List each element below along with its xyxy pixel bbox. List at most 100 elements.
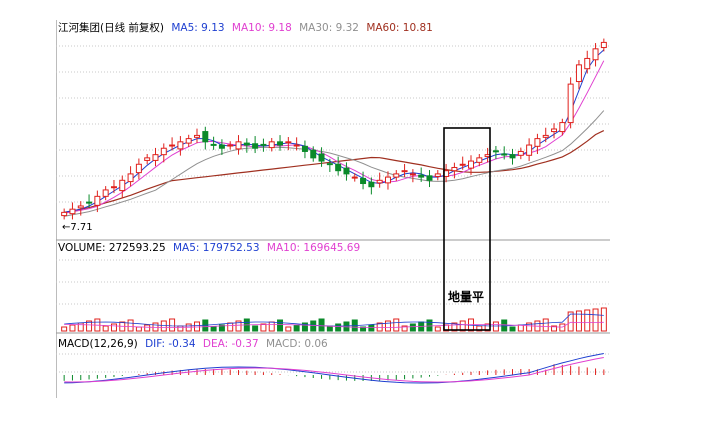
annotation-box	[443, 127, 491, 331]
volume-panel-header: VOLUME: 272593.25 MA5: 179752.53 MA10: 1…	[58, 242, 364, 254]
candle-body	[227, 144, 234, 147]
volume-bar	[268, 321, 275, 332]
volume-bar	[600, 307, 607, 332]
candle-body	[501, 153, 508, 156]
ma10-label: MA10: 9.18	[231, 22, 292, 34]
low-price-label: ←7.71	[62, 222, 93, 233]
candle-body	[567, 83, 574, 124]
candle-body	[185, 138, 192, 144]
candle-body	[393, 173, 400, 178]
volume-bar	[584, 309, 591, 332]
annotation-text: 地量平	[448, 290, 485, 304]
volume-bar	[235, 320, 242, 332]
ma5-line	[64, 49, 605, 213]
candle-body	[551, 128, 558, 133]
candle-body	[218, 144, 225, 149]
candle-body	[418, 174, 425, 178]
volume-ma5-label: MA5: 179752.53	[172, 242, 260, 254]
candle-body	[492, 150, 499, 153]
candle-body	[368, 181, 375, 188]
candle-body	[335, 163, 342, 172]
candle-body	[534, 138, 541, 147]
ma30-line	[64, 110, 605, 217]
candle-body	[160, 147, 167, 156]
ma5-label: MA5: 9.13	[171, 22, 225, 34]
ma60-line	[64, 130, 605, 213]
volume-bar	[277, 319, 284, 332]
volume-bar	[252, 325, 259, 332]
candle-body	[144, 157, 151, 161]
volume-bar	[393, 318, 400, 332]
candle-body	[343, 167, 350, 175]
volume-bar	[293, 324, 300, 332]
candle-body	[77, 205, 84, 209]
volume-bar	[451, 322, 458, 332]
volume-bar	[86, 320, 93, 332]
candle-body	[135, 163, 142, 174]
candle-body	[384, 176, 391, 184]
volume-bar	[326, 325, 333, 332]
volume-bar	[144, 324, 151, 332]
volume-bar	[434, 326, 441, 332]
stock-chart: 江河集团(日线 前复权) MA5: 9.13 MA10: 9.18 MA30: …	[56, 20, 610, 398]
candle-body	[559, 122, 566, 133]
volume-bar	[575, 310, 582, 332]
macd-dif-line	[64, 353, 604, 384]
candle-body	[600, 41, 607, 49]
candle-body	[194, 134, 200, 138]
candle-body	[409, 173, 416, 176]
volume-bar	[69, 324, 76, 332]
candle-body	[94, 195, 101, 206]
candle-body	[285, 141, 292, 144]
volume-bar	[517, 324, 524, 332]
candle-body	[61, 211, 68, 217]
candle-body	[592, 48, 599, 61]
volume-bar	[592, 308, 599, 332]
candle-body	[293, 144, 300, 147]
volume-bar	[135, 326, 142, 332]
volume-bar	[218, 324, 225, 332]
volume-bar	[169, 318, 176, 332]
volume-bar	[426, 319, 433, 332]
candle-body	[326, 163, 333, 166]
candle-body	[434, 173, 441, 177]
volume-bar	[509, 326, 516, 332]
candle-body	[301, 145, 308, 152]
volume-bar	[177, 325, 184, 332]
macd-panel-header: MACD(12,26,9) DIF: -0.34 DEA: -0.37 MACD…	[58, 338, 332, 350]
candle-body	[459, 163, 466, 166]
candle-body	[542, 134, 549, 138]
candle-body	[235, 141, 242, 150]
candle-body	[376, 179, 383, 184]
candle-body	[268, 141, 275, 149]
volume-bar	[310, 320, 317, 332]
candle-body	[401, 170, 408, 173]
volume-ma5-line	[64, 313, 604, 327]
candle-body	[426, 175, 433, 181]
candle-body	[243, 142, 250, 146]
volume-ma10-line	[64, 321, 604, 328]
candle-body	[69, 208, 76, 215]
volume-bar	[401, 325, 408, 332]
volume-bar	[567, 311, 574, 332]
candle-body	[584, 57, 591, 70]
candle-body	[468, 160, 474, 169]
candle-body	[169, 144, 176, 147]
volume-bar	[227, 322, 234, 332]
candle-body	[310, 149, 317, 159]
candle-body	[260, 143, 267, 146]
volume-label: VOLUME: 272593.25	[58, 242, 166, 254]
volume-bar	[194, 321, 200, 332]
volume-bar	[102, 325, 109, 332]
volume-bar	[318, 318, 325, 332]
volume-bar	[210, 326, 217, 332]
candle-body	[119, 179, 126, 192]
macd-dif-label: DIF: -0.34	[145, 338, 196, 350]
macd-dea-label: DEA: -0.37	[202, 338, 259, 350]
candle-body	[277, 141, 284, 146]
volume-bar	[376, 322, 383, 332]
volume-bar	[409, 323, 416, 332]
macd-title: MACD(12,26,9)	[58, 338, 138, 350]
volume-bar	[301, 322, 308, 332]
candle-body	[476, 157, 483, 163]
